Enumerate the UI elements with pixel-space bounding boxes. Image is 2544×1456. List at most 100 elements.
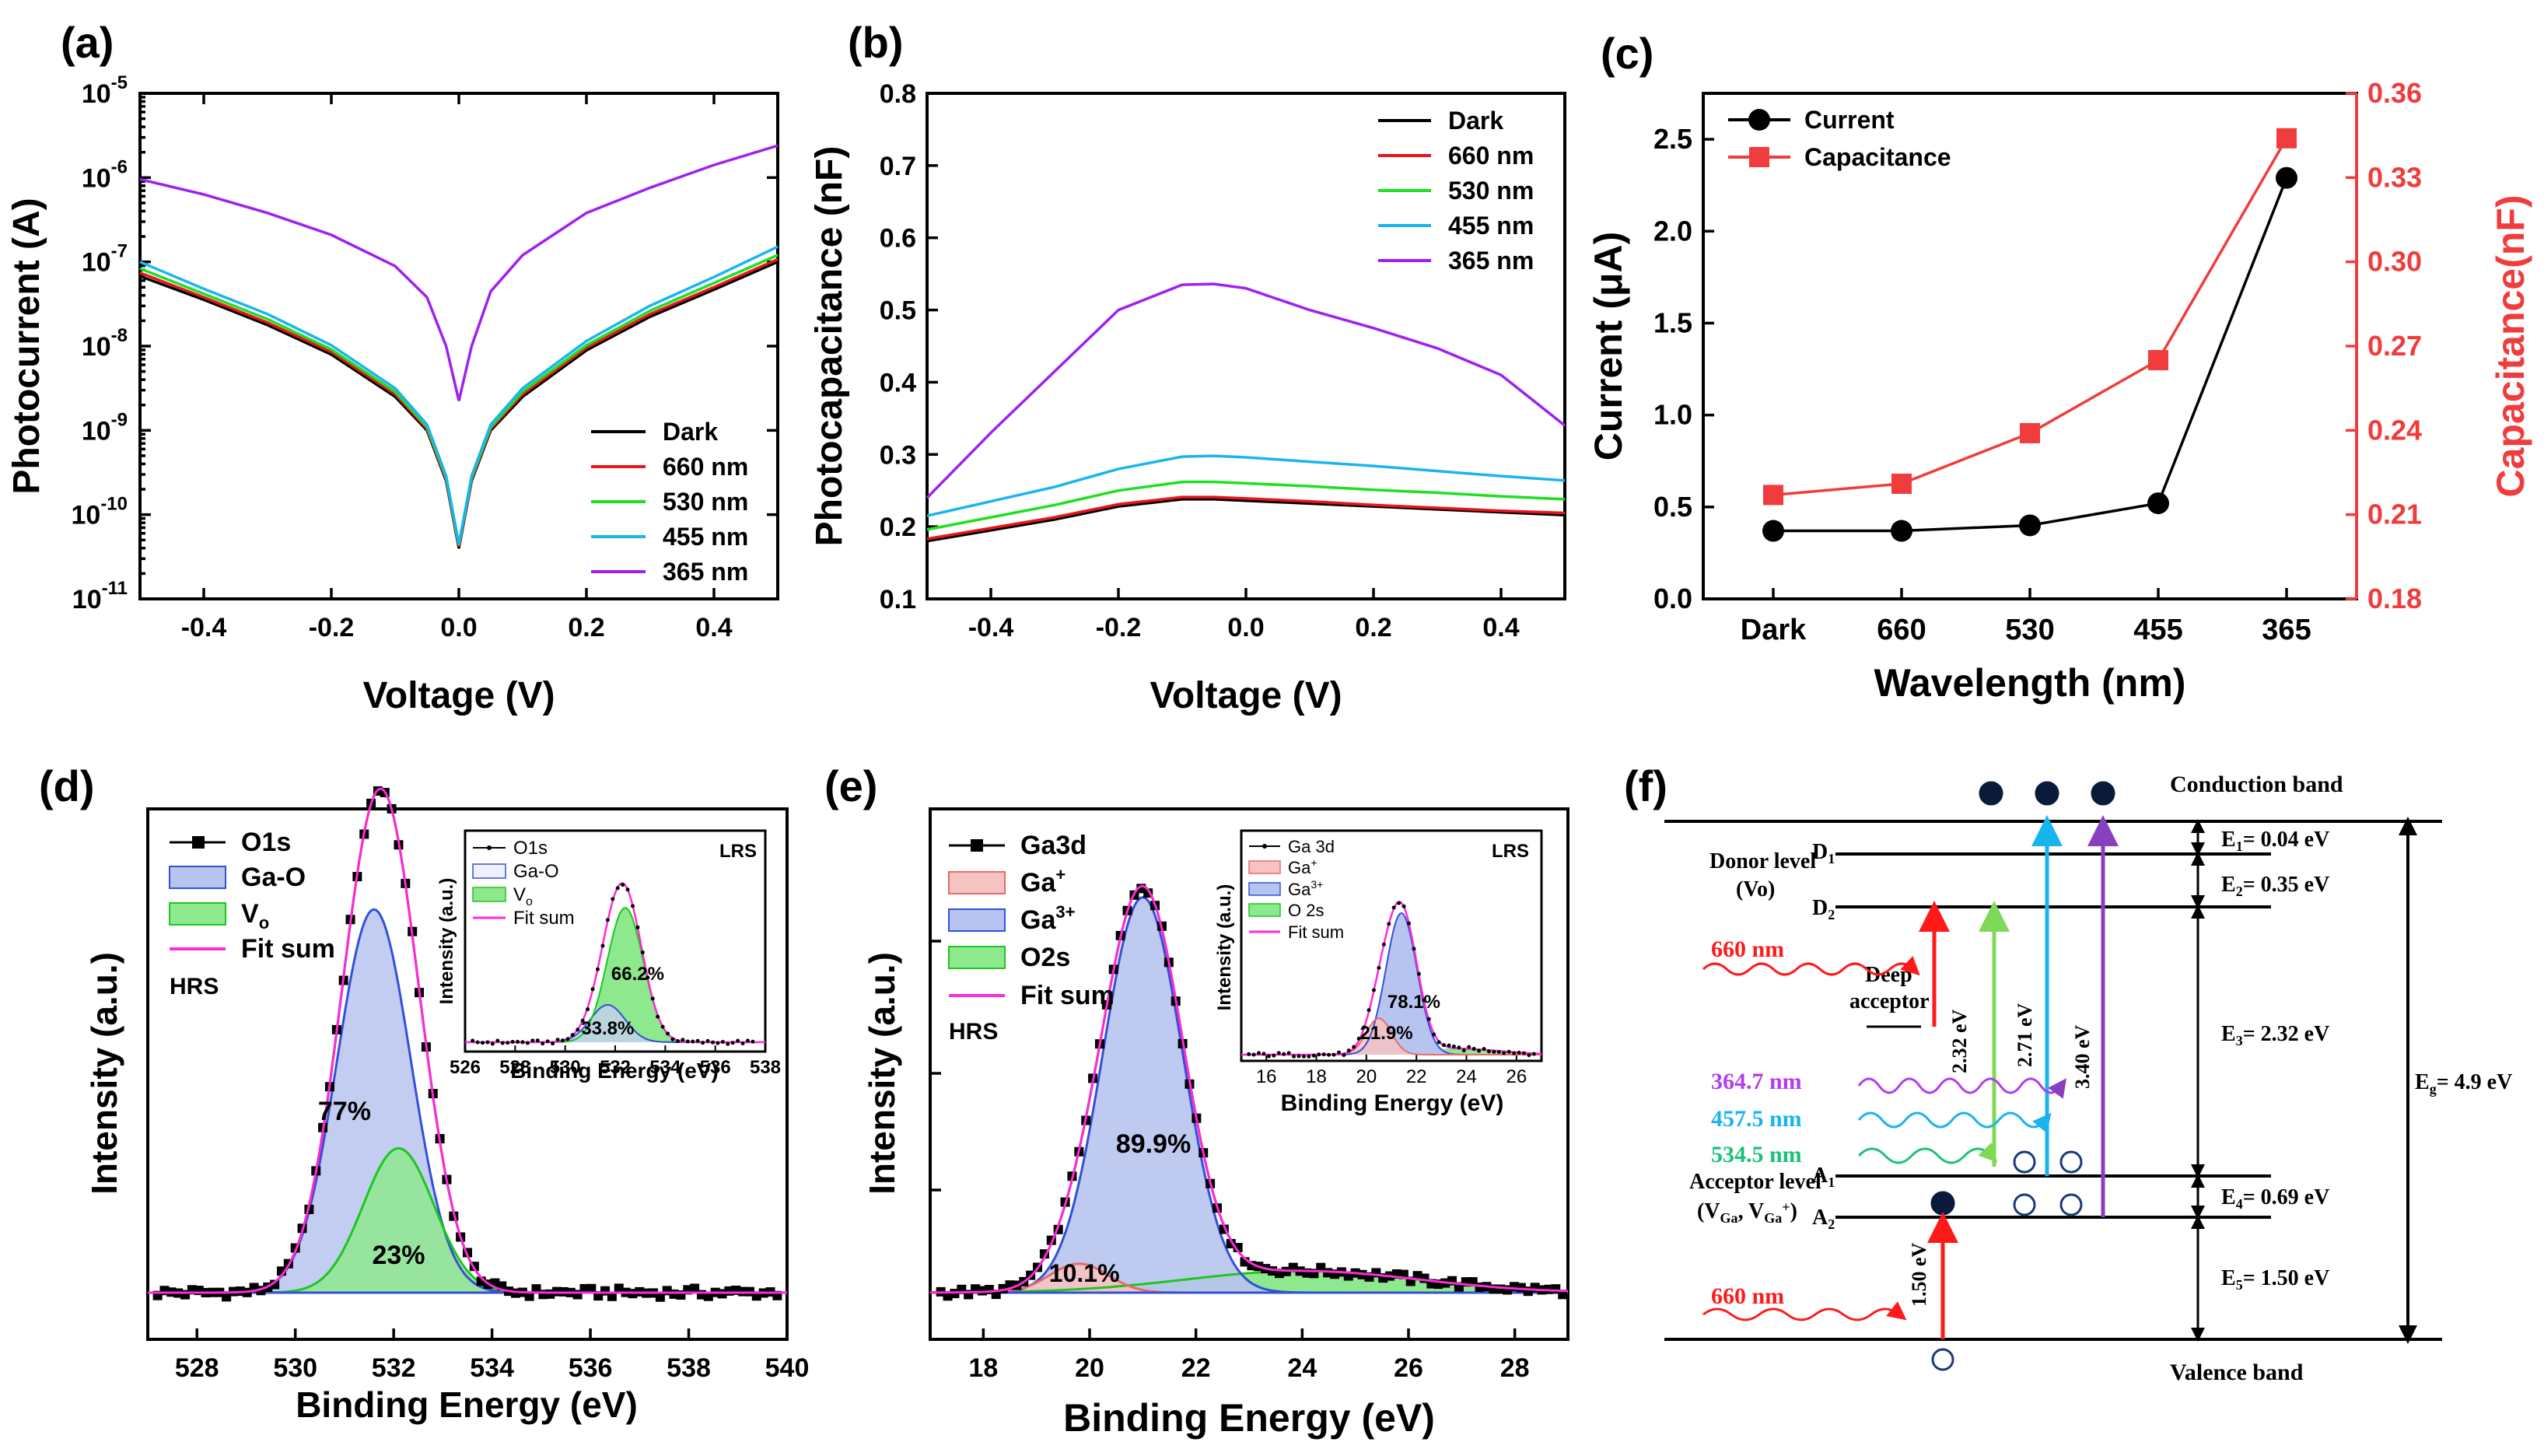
inset-legend-label-d: O1s [513, 838, 548, 859]
d1-label: D1 [1812, 840, 1835, 866]
inset-d: 526 528 530 532 534 536 538 66.2% 33.8% Binding E… [436, 829, 781, 1083]
inset-data-point-e [1412, 947, 1416, 951]
legend-label-e: O2s [1020, 943, 1070, 972]
inset-data-point-e [1517, 1050, 1521, 1055]
electron-2 [2035, 781, 2059, 806]
inset-data-point-d [635, 925, 640, 929]
inset-data-point-e [1362, 1025, 1366, 1030]
series-line-b [926, 495, 1566, 541]
y-tick-label-b: 0.4 [880, 368, 916, 397]
inset-data-point-e [1266, 1054, 1271, 1059]
legend-label-a: 455 nm [663, 523, 748, 551]
inset-data-point-d [640, 950, 645, 955]
inset-pct-ga3-e: 78.1% [1387, 992, 1440, 1013]
y-tick-label-a: 10-10 [71, 494, 128, 530]
inset-xlabel-d: Binding Energy (eV) [510, 1059, 719, 1083]
inset-fill-gao-d [465, 1005, 765, 1042]
inset-data-point-e [1422, 998, 1426, 1003]
y2-tick-label-c: 0.27 [2367, 330, 2422, 362]
inset-data-point-e [1461, 1048, 1466, 1053]
inset-data-point-d [586, 1007, 590, 1012]
inset-data-point-d [560, 1038, 565, 1043]
inset-pct-gao-d: 33.8% [581, 1018, 634, 1039]
inset-fill-vo-d [465, 908, 765, 1042]
inset-fill-o2s-e [1241, 1048, 1541, 1055]
x-tick-label-a: 0.0 [440, 613, 477, 642]
inset-legend-label-d: Ga-O [513, 861, 559, 882]
series-line-b [926, 282, 1566, 499]
legend-marker-ga3d [971, 839, 983, 852]
x-tick-label-c: 365 [2262, 614, 2311, 646]
inset-data-point-d [631, 904, 635, 908]
inset-data-point-d [481, 1041, 485, 1045]
inset-data-point-d [580, 1018, 585, 1023]
conduction-band-label: Conduction band [2170, 772, 2343, 797]
inset-data-point-e [1356, 1036, 1361, 1041]
inset-tag-lrs-d: LRS [719, 841, 757, 862]
inset-data-point-e [1506, 1049, 1511, 1054]
y-tick-label-b: 0.2 [880, 513, 916, 542]
peak-fill-ga1 [930, 1263, 1568, 1293]
x-tick-label-e: 20 [1075, 1353, 1104, 1383]
inset-data-point-e [1401, 904, 1406, 908]
x-tick-label-c: 455 [2133, 614, 2182, 646]
inset-data-point-e [1457, 1045, 1461, 1050]
legend-label-a: 365 nm [663, 558, 748, 586]
y2-tick-label-c: 0.21 [2367, 499, 2422, 530]
inset-fill-ga1-e [1241, 1018, 1541, 1055]
label-660-bottom: 660 nm [1711, 1283, 1784, 1309]
inset-data-point-e [1407, 921, 1412, 926]
inset-data-point-e [1251, 1052, 1256, 1057]
legend-label-vo: Vo [241, 899, 269, 933]
inset-data-point-d [506, 1041, 510, 1045]
panel-d: (d) 528 530 532 534 536 538 540 77% 23% Binding… [39, 761, 809, 1425]
x-axis-label-e: Binding Energy (eV) [1063, 1396, 1435, 1440]
inset-leg-dot-o1s-d [487, 845, 492, 850]
inset-data-point-d [551, 1041, 555, 1046]
inset-legend-label-d: Fit sum [513, 908, 575, 929]
acceptor-vga-label: (VGa, VGa+) [1697, 1199, 1797, 1226]
y-tick-label-b: 0.7 [880, 152, 916, 181]
data-point-current [2147, 492, 2169, 515]
inset-fitsum-d [465, 882, 765, 1044]
y-tick-label-b: 0.6 [880, 224, 916, 254]
inset-x-tick-label-e: 26 [1506, 1066, 1527, 1087]
data-point-ga3d [1558, 1290, 1568, 1300]
label-5345: 534.5 nm [1711, 1142, 1802, 1167]
x-tick-label-a: -0.4 [181, 613, 227, 642]
inset-data-point-e [1521, 1051, 1526, 1055]
y-tick-label-c: 1.0 [1653, 399, 1692, 431]
inset-data-point-d [516, 1040, 520, 1045]
inset-data-point-d [520, 1040, 525, 1045]
label-150ev: 1.50 eV [1908, 1242, 1930, 1307]
x-tick-label-a: 0.2 [568, 613, 604, 642]
inset-x-tick-label-e: 24 [1456, 1066, 1477, 1087]
inset-data-point-e [1391, 905, 1396, 910]
inset-data-point-e [1366, 1008, 1371, 1013]
data-point-capacitance [2148, 350, 2168, 371]
inset-data-point-d [730, 1041, 735, 1045]
inset-data-point-d [710, 1040, 715, 1045]
inset-tag-lrs-e: LRS [1492, 841, 1529, 862]
inset-data-point-d [500, 1041, 505, 1045]
legend-label-b: 530 nm [1448, 177, 1534, 205]
inset-fill-ga3-e [1241, 913, 1541, 1055]
data-point-current [1891, 520, 1912, 542]
panel-label-b: (b) [848, 18, 904, 67]
inset-data-point-d [490, 1041, 495, 1046]
x-tick-label-e: 18 [968, 1353, 998, 1383]
y-tick-label-c: 2.0 [1653, 215, 1692, 247]
data-point-capacitance [1891, 473, 1912, 494]
series-line-b [926, 498, 1566, 543]
legend-label-gao: Ga-O [241, 863, 306, 892]
inset-data-point-e [1471, 1047, 1476, 1052]
x-tick-label-d: 530 [273, 1353, 317, 1383]
inset-ylabel-e: Intensity (a.u.) [1214, 884, 1235, 1011]
y-tick-label-b: 0.5 [880, 296, 916, 326]
inset-data-point-d [705, 1038, 710, 1043]
panel-f: (f) Conduction band Valence band Donor l… [1624, 761, 2512, 1385]
y-tick-label-c: 2.5 [1653, 123, 1692, 155]
y-tick-label-c: 1.5 [1653, 306, 1692, 338]
y2-tick-label-c: 0.33 [2367, 161, 2422, 193]
y2-tick-label-c: 0.24 [2367, 414, 2422, 446]
